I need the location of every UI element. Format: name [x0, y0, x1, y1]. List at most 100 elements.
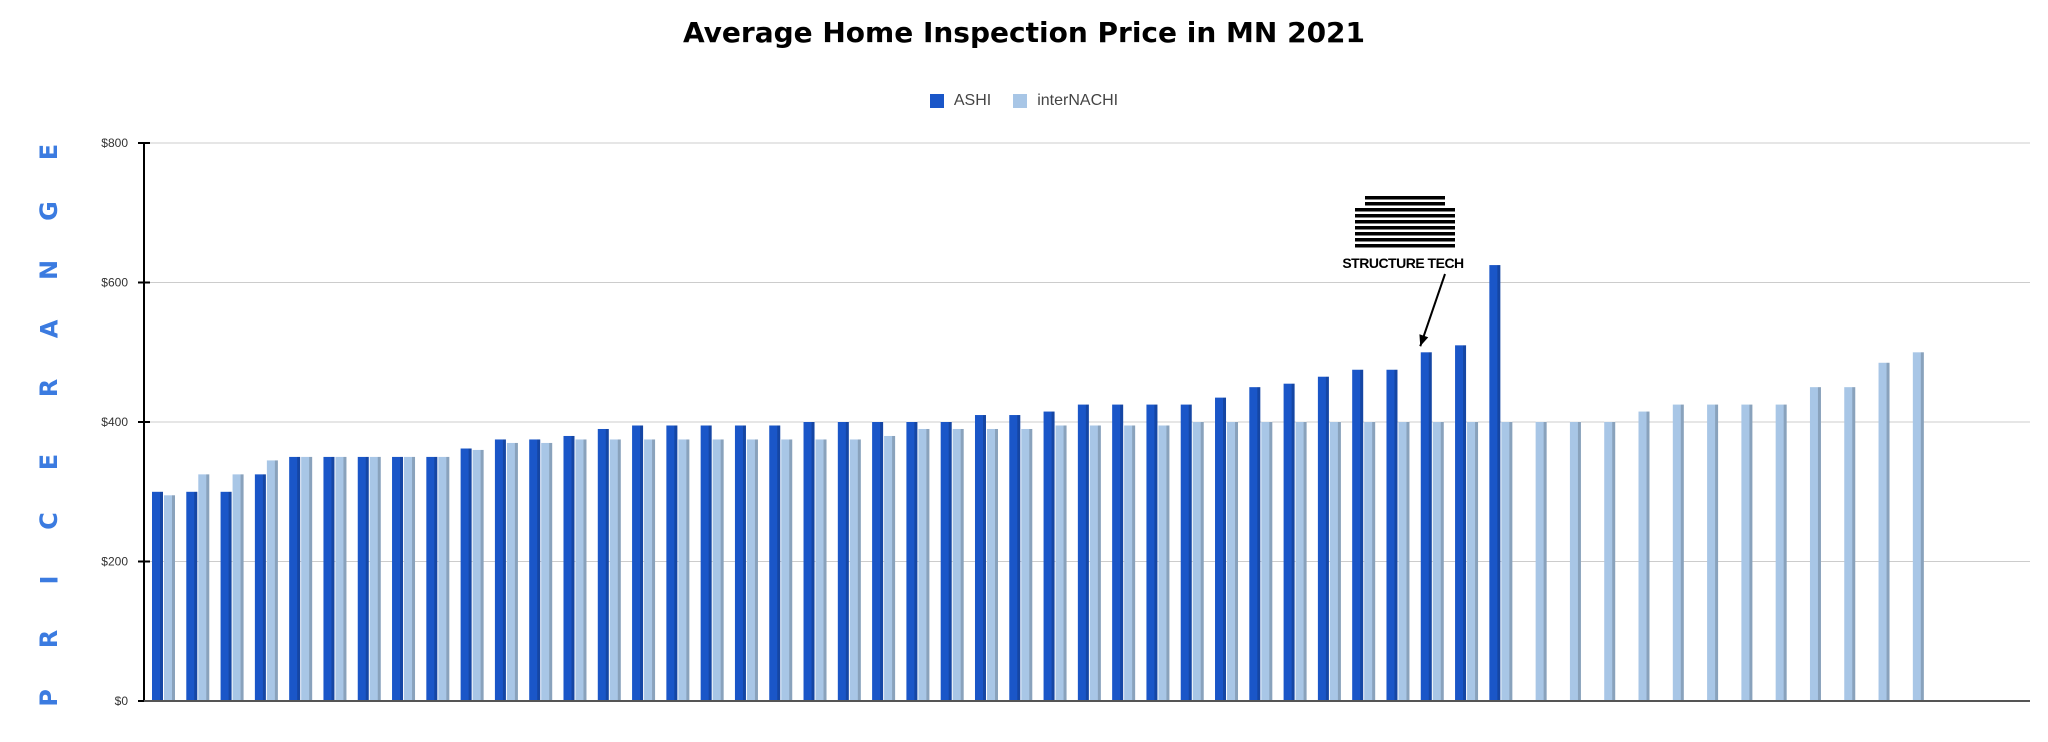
- bar-shade: [1463, 345, 1467, 701]
- bar-shade: [1132, 425, 1136, 701]
- bar-top: [1604, 420, 1616, 422]
- bar-top: [1912, 350, 1924, 353]
- bar-shade: [617, 439, 621, 701]
- bar-shade: [331, 456, 335, 701]
- bar-shade: [857, 439, 861, 701]
- bar-top: [1043, 409, 1055, 412]
- bar-top: [1501, 420, 1513, 422]
- bar-top: [884, 433, 896, 436]
- bar-shade: [446, 456, 450, 701]
- bar-shade: [309, 456, 313, 701]
- bar-top: [678, 437, 690, 440]
- bar-shade: [1886, 362, 1890, 701]
- bar-internachi-29: [1124, 425, 1136, 701]
- bar-top: [644, 437, 656, 440]
- bar-top: [952, 426, 964, 429]
- bar-top: [563, 433, 575, 436]
- bar-internachi-22: [884, 435, 896, 701]
- bar-shade: [1543, 422, 1547, 701]
- bar-top: [1489, 263, 1501, 266]
- bar-ashi-16: [666, 425, 678, 701]
- bar-internachi-21: [849, 439, 861, 701]
- bar-top: [940, 420, 952, 422]
- bar-shade: [1577, 422, 1581, 701]
- bar-shade: [892, 435, 896, 701]
- bar-top: [266, 458, 278, 461]
- bar-shade: [297, 456, 301, 701]
- bar-shade: [1051, 411, 1055, 701]
- legend: ASHI interNACHI: [0, 92, 2048, 110]
- bar-ashi-21: [837, 422, 849, 701]
- bar-shade: [1325, 376, 1329, 701]
- bar-top: [1638, 409, 1650, 412]
- bar-shade: [1428, 352, 1432, 701]
- bar-top: [1009, 413, 1021, 416]
- bar-shade: [1097, 425, 1101, 701]
- bar-internachi-25: [986, 428, 998, 701]
- bar-shade: [400, 456, 404, 701]
- bar-ashi-27: [1043, 411, 1055, 701]
- bar-internachi-41: [1535, 422, 1547, 701]
- bar-top: [1112, 402, 1124, 405]
- bar-ashi-15: [632, 425, 644, 701]
- bar-top: [506, 440, 518, 443]
- bar-shade: [194, 491, 198, 701]
- bar-shade: [926, 428, 930, 701]
- bar-internachi-31: [1192, 422, 1204, 701]
- bar-top: [666, 423, 678, 426]
- bar-ashi-22: [872, 422, 884, 701]
- bar-shade: [914, 422, 918, 701]
- bar-internachi-23: [918, 428, 930, 701]
- bar-top: [1775, 402, 1787, 405]
- bar-ashi-24: [940, 422, 952, 701]
- legend-item-internachi[interactable]: interNACHI: [1013, 92, 1118, 110]
- bar-ashi-1: [152, 491, 163, 701]
- legend-item-ashi[interactable]: ASHI: [929, 92, 991, 110]
- bar-shade: [880, 422, 884, 701]
- bar-top: [734, 423, 746, 426]
- bar-shade: [1235, 422, 1239, 701]
- bar-top: [1227, 420, 1239, 422]
- bar-internachi-43: [1604, 422, 1616, 701]
- bar-top: [1741, 402, 1753, 405]
- bar-shade: [1360, 369, 1364, 701]
- bar-internachi-48: [1775, 404, 1787, 701]
- bar-shade: [160, 491, 163, 701]
- bar-internachi-14: [609, 439, 621, 701]
- bar-shade: [1337, 422, 1341, 701]
- bar-top: [700, 423, 712, 426]
- bar-internachi-36: [1364, 422, 1376, 701]
- bar-internachi-16: [678, 439, 690, 701]
- logo-stripe: [1365, 196, 1445, 200]
- bar-shade: [377, 456, 381, 701]
- legend-label-internachi: interNACHI: [1037, 92, 1119, 109]
- bar-shade: [789, 439, 793, 701]
- bar-top: [837, 420, 849, 422]
- bar-ashi-9: [426, 456, 438, 701]
- bar-shade: [1817, 387, 1821, 701]
- bar-internachi-39: [1467, 422, 1479, 701]
- legend-swatch-ashi: [929, 94, 944, 108]
- bar-top: [872, 420, 884, 422]
- bar-internachi-20: [815, 439, 827, 701]
- bar-internachi-45: [1672, 404, 1684, 701]
- bar-ashi-34: [1283, 383, 1295, 701]
- y-tick-label: $0: [115, 694, 129, 708]
- bar-ashi-6: [323, 456, 335, 701]
- bar-internachi-8: [404, 456, 416, 701]
- bar-ashi-11: [494, 439, 506, 701]
- bar-top: [1569, 420, 1581, 422]
- bar-ashi-39: [1455, 345, 1467, 701]
- bar-top: [1295, 420, 1307, 422]
- bar-shade: [1303, 422, 1307, 701]
- bar-top: [254, 472, 266, 475]
- bar-top: [609, 437, 621, 440]
- logo-stripe: [1355, 208, 1455, 212]
- bar-shade: [1154, 404, 1158, 701]
- bar-shade: [365, 456, 369, 701]
- bar-shade: [960, 428, 964, 701]
- bar-ashi-29: [1112, 404, 1124, 701]
- bar-top: [1192, 420, 1204, 422]
- bar-shade: [823, 439, 827, 701]
- bar-top: [1398, 420, 1410, 422]
